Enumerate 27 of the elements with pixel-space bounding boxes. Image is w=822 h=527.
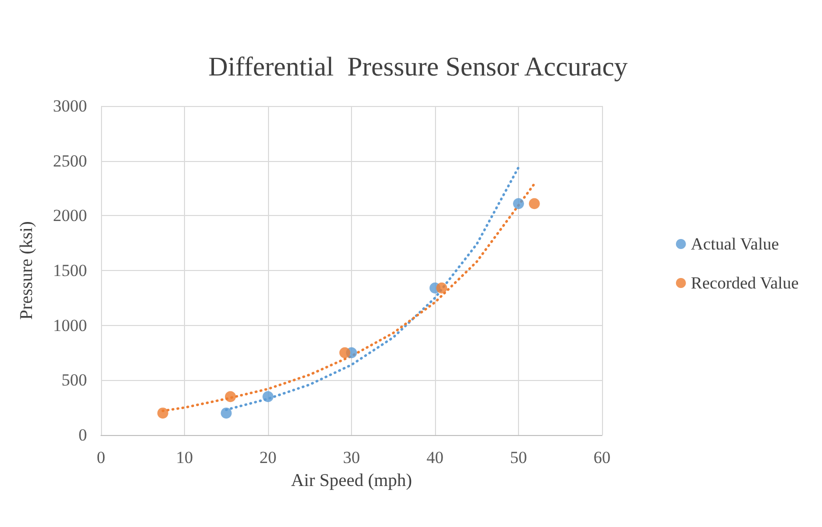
x-tick-label: 40 <box>426 448 444 467</box>
point <box>220 408 232 419</box>
y-tick-label: 2500 <box>53 151 87 170</box>
y-tick-label: 2000 <box>53 206 87 226</box>
legend-label: Recorded Value <box>690 274 799 292</box>
chart-title: Differential Pressure Sensor Accuracy <box>208 52 628 82</box>
y-tick-label: 500 <box>62 370 87 390</box>
x-tick-label: 0 <box>96 448 106 467</box>
point <box>224 391 236 402</box>
point <box>513 198 524 210</box>
x-tick-label: 20 <box>260 448 276 467</box>
point <box>528 198 540 210</box>
y-tick-label: 1500 <box>53 261 87 280</box>
y-tick-label: 3000 <box>53 96 87 116</box>
point <box>339 347 350 358</box>
point <box>436 282 448 294</box>
y-axis-title: Pressure (ksi) <box>16 221 36 320</box>
y-tick-label: 0 <box>78 426 87 444</box>
x-tick-label: 60 <box>594 448 610 467</box>
point <box>157 408 168 419</box>
x-tick-label: 50 <box>510 448 527 467</box>
y-tick-label: 1000 <box>53 316 87 335</box>
x-axis-title: Air Speed (mph) <box>291 470 412 490</box>
legend-label: Actual Value <box>690 234 779 254</box>
x-tick-label: 10 <box>176 448 193 467</box>
x-tick-label: 30 <box>343 448 360 467</box>
point <box>262 391 274 402</box>
